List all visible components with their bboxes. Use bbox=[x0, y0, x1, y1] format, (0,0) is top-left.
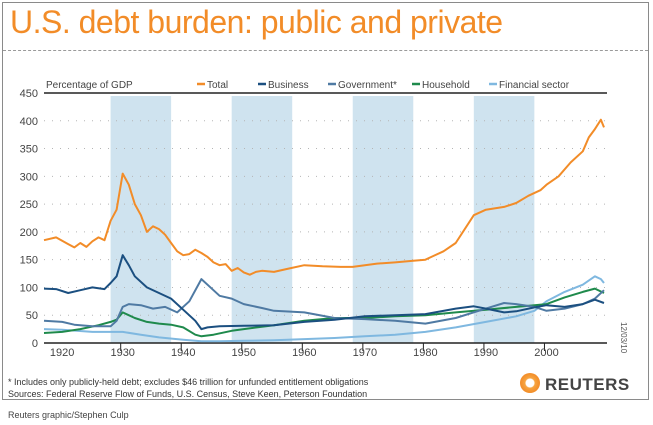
brand-name: REUTERS bbox=[545, 375, 630, 394]
shaded-period bbox=[110, 96, 172, 343]
chart-title: U.S. debt burden: public and private bbox=[10, 4, 503, 40]
series-line-business bbox=[43, 254, 605, 331]
y-tick-label: 450 bbox=[20, 88, 38, 100]
y-axis-label: Percentage of GDP bbox=[46, 80, 133, 91]
legend-label: Government* bbox=[338, 80, 397, 91]
y-tick-label: 400 bbox=[20, 116, 38, 128]
y-tick-label: 300 bbox=[20, 171, 38, 183]
chart-frame bbox=[2, 2, 649, 400]
x-tick-label: 1940 bbox=[171, 347, 195, 359]
x-tick-label: 1970 bbox=[353, 347, 377, 359]
legend-label: Financial sector bbox=[499, 80, 570, 91]
x-tick-label: 1990 bbox=[474, 347, 498, 359]
legend-label: Household bbox=[422, 80, 470, 91]
x-tick-label: 1920 bbox=[50, 347, 74, 359]
sources-note: Sources: Federal Reserve Flow of Funds, … bbox=[8, 389, 368, 399]
y-tick-label: 250 bbox=[20, 199, 38, 211]
x-tick-label: 2000 bbox=[534, 347, 558, 359]
y-tick-label: 50 bbox=[26, 310, 38, 322]
x-tick-label: 1950 bbox=[232, 347, 256, 359]
shaded-period bbox=[473, 96, 535, 343]
x-tick-label: 1930 bbox=[110, 347, 134, 359]
y-tick-label: 150 bbox=[20, 255, 38, 267]
credit-line: Reuters graphic/Stephen Culp bbox=[8, 410, 129, 420]
footnote: * Includes only publicly-held debt; excl… bbox=[8, 377, 369, 387]
shaded-period bbox=[352, 96, 414, 343]
reuters-logo-icon bbox=[520, 373, 540, 393]
title-divider bbox=[3, 50, 648, 51]
legend-label: Business bbox=[268, 80, 309, 91]
series-line-financial-sector bbox=[43, 275, 605, 343]
series-line-total bbox=[43, 118, 605, 276]
y-tick-label: 200 bbox=[20, 227, 38, 239]
y-tick-label: 0 bbox=[32, 338, 38, 350]
legend-label: Total bbox=[207, 80, 228, 91]
x-tick-label: 1960 bbox=[292, 347, 316, 359]
x-tick-label: 1980 bbox=[413, 347, 437, 359]
series-line-government bbox=[43, 278, 605, 328]
y-tick-label: 100 bbox=[20, 282, 38, 294]
date-stamp: 12/03/10 bbox=[619, 322, 628, 354]
shaded-period bbox=[231, 96, 293, 343]
y-tick-label: 350 bbox=[20, 144, 38, 156]
